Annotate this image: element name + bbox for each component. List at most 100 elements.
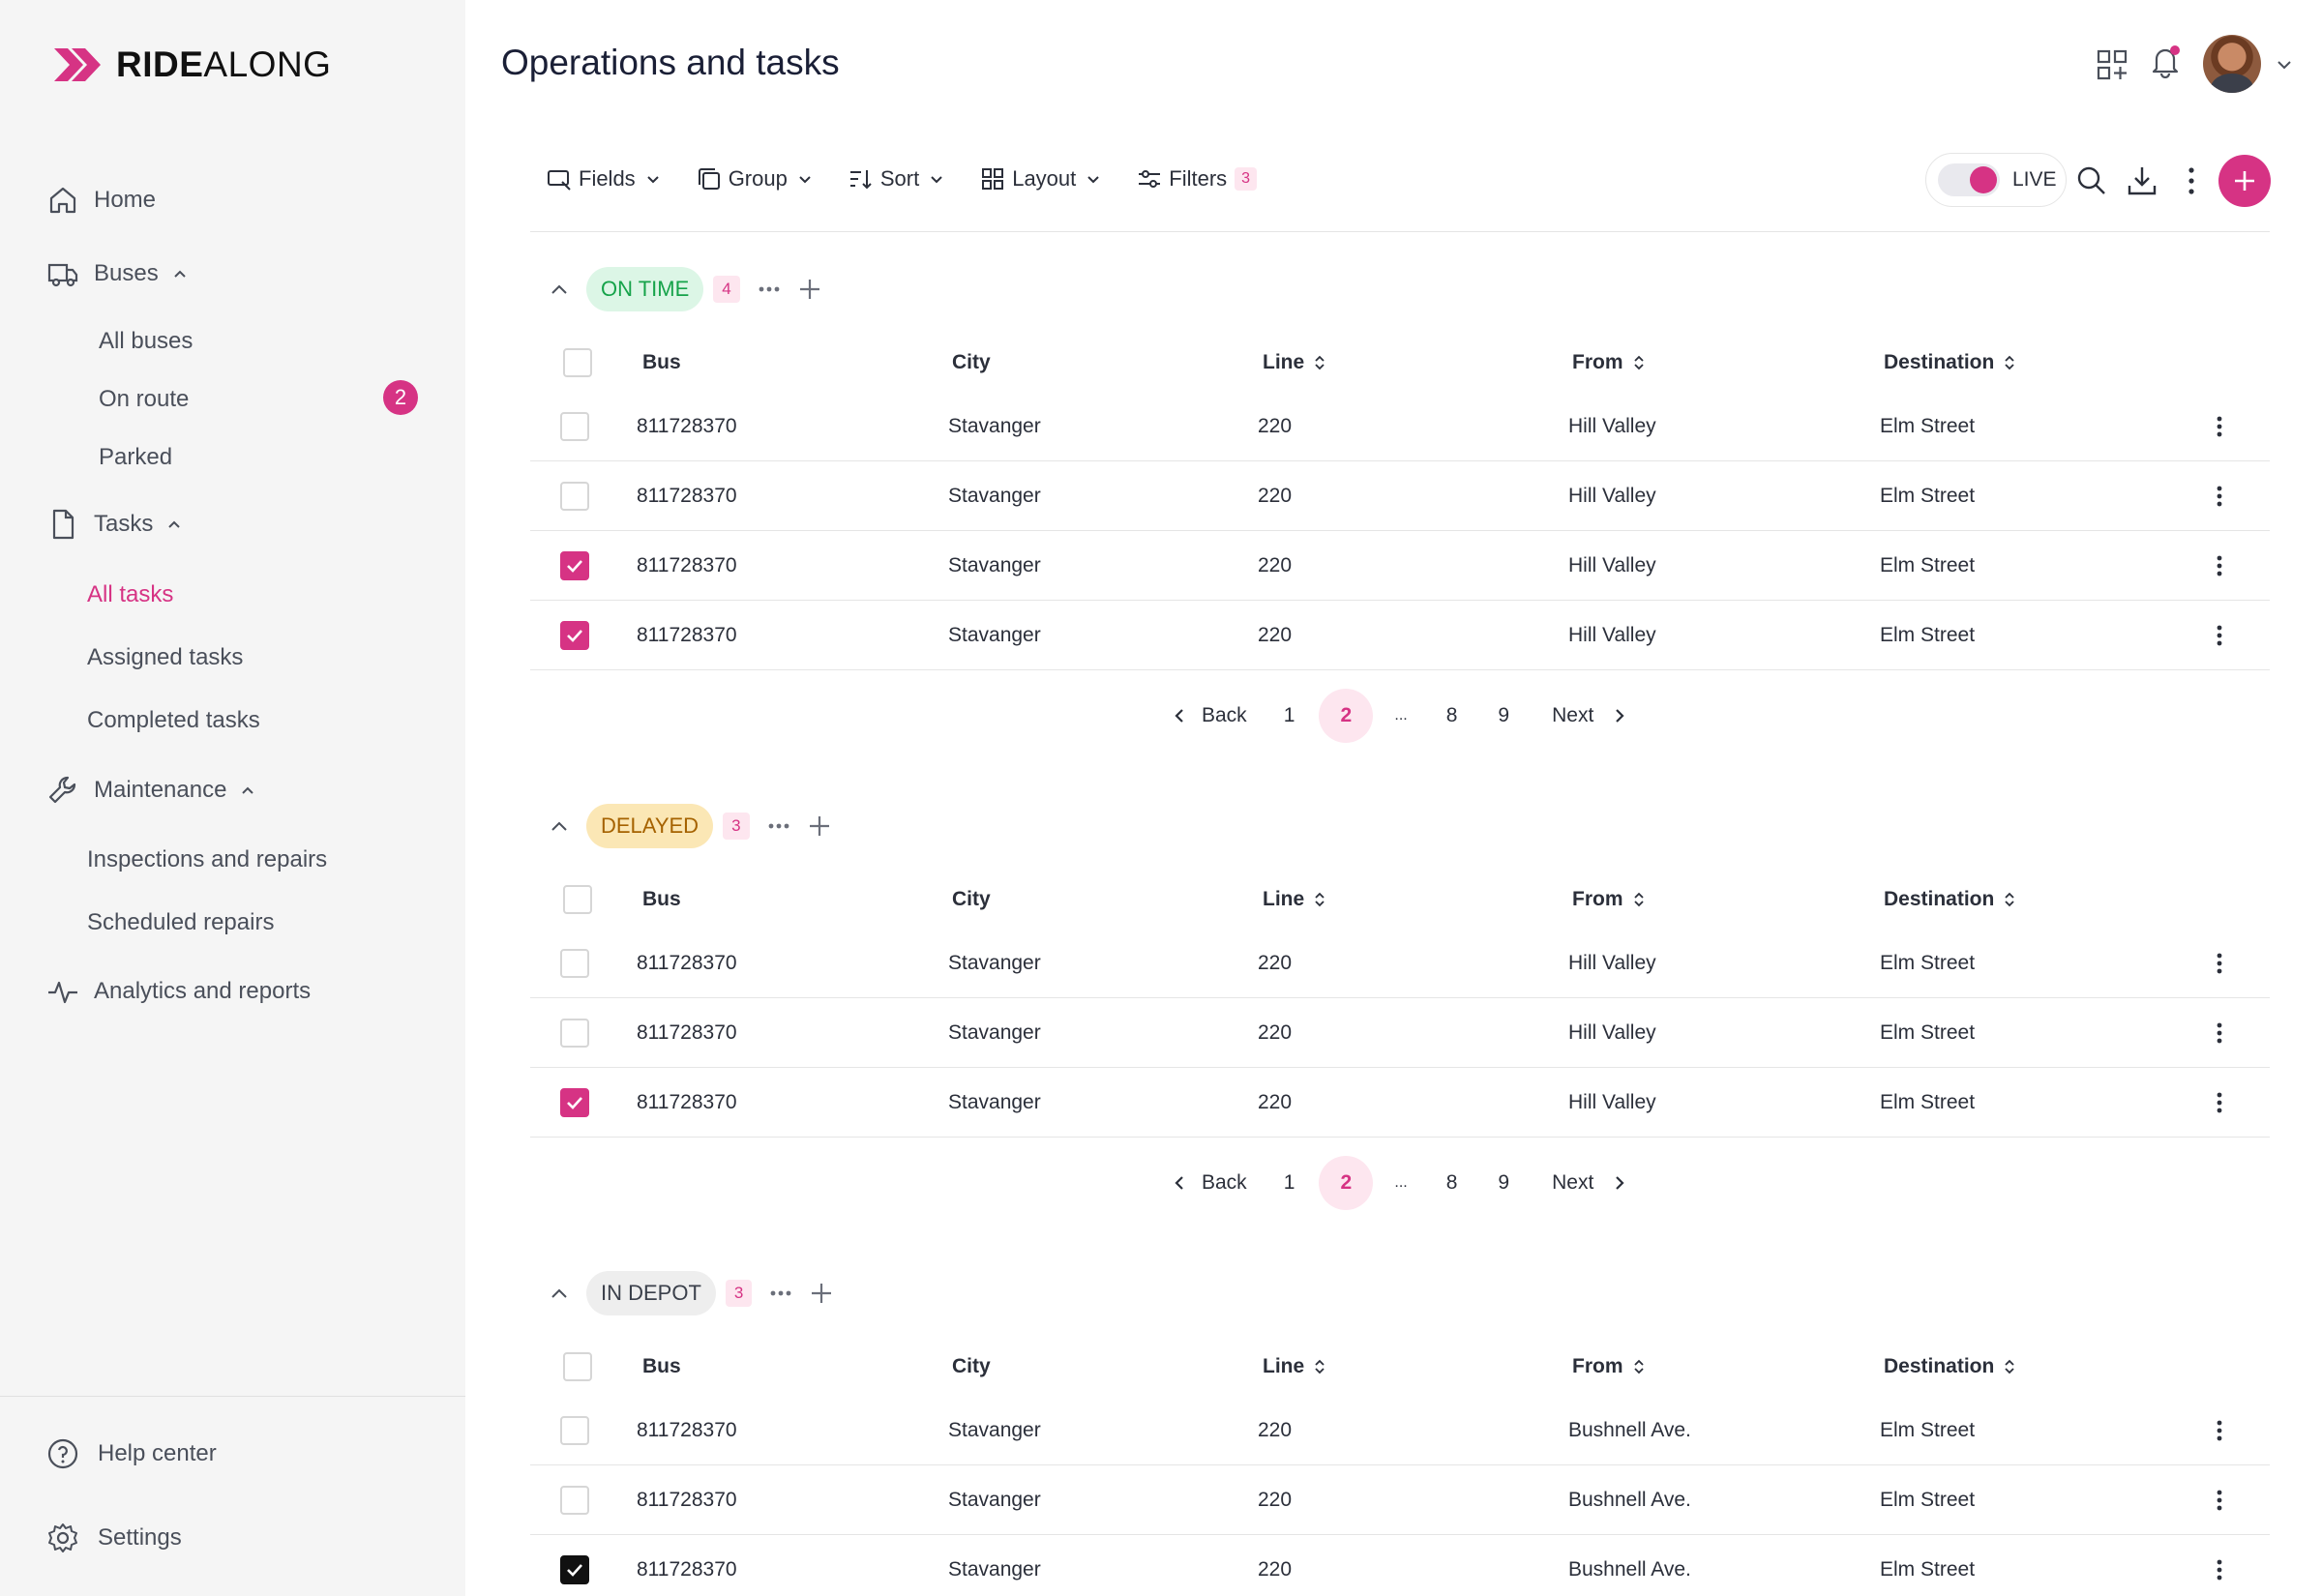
chevron-up-icon[interactable] bbox=[548, 278, 571, 301]
chevron-up-icon[interactable] bbox=[548, 814, 571, 838]
add-button[interactable] bbox=[2218, 155, 2271, 207]
status-badge[interactable]: IN DEPOT bbox=[586, 1271, 716, 1315]
row-checkbox[interactable] bbox=[560, 1088, 589, 1117]
nav-parked[interactable]: Parked bbox=[99, 444, 173, 470]
row-menu-button[interactable] bbox=[2206, 1556, 2233, 1583]
nav-home[interactable]: Home bbox=[46, 184, 156, 217]
row-menu-button[interactable] bbox=[2206, 552, 2233, 579]
layout-button[interactable]: Layout bbox=[979, 165, 1101, 192]
more-horizontal-icon[interactable] bbox=[765, 813, 792, 840]
row-checkbox[interactable] bbox=[560, 412, 589, 441]
table-row[interactable]: 811728370 Stavanger 220 Hill Valley Elm Stre… bbox=[530, 929, 2270, 998]
select-all-checkbox[interactable] bbox=[563, 885, 592, 914]
row-checkbox[interactable] bbox=[560, 551, 589, 580]
table-row[interactable]: 811728370 Stavanger 220 Bushnell Ave. Elm St… bbox=[530, 1396, 2270, 1465]
status-badge[interactable]: ON TIME bbox=[586, 267, 704, 311]
fields-button[interactable]: Fields bbox=[546, 165, 661, 192]
row-menu-button[interactable] bbox=[2206, 1417, 2233, 1444]
chevron-down-icon[interactable] bbox=[2276, 56, 2293, 74]
table-row[interactable]: 811728370 Stavanger 220 Hill Valley Elm Stre… bbox=[530, 531, 2270, 601]
row-menu-button[interactable] bbox=[2206, 413, 2233, 440]
row-checkbox[interactable] bbox=[560, 1019, 589, 1048]
brand-logo[interactable]: RIDEALONG bbox=[52, 44, 331, 85]
nav-tasks[interactable]: Tasks bbox=[46, 508, 182, 541]
column-header-from[interactable]: From bbox=[1572, 334, 1647, 392]
nav-help-center[interactable]: Help center bbox=[46, 1437, 217, 1470]
nav-analytics[interactable]: Analytics and reports bbox=[46, 975, 311, 1008]
chevron-down-icon bbox=[931, 176, 942, 184]
table-row[interactable]: 811728370 Stavanger 220 Hill Valley Elm Stre… bbox=[530, 392, 2270, 461]
download-icon[interactable] bbox=[2125, 163, 2159, 198]
nav-maintenance[interactable]: Maintenance bbox=[46, 774, 255, 807]
pager-page[interactable]: 1 bbox=[1283, 1171, 1295, 1194]
pager-next-button[interactable]: Next bbox=[1552, 1171, 1628, 1195]
column-header-from[interactable]: From bbox=[1572, 1338, 1647, 1396]
column-header-from[interactable]: From bbox=[1572, 871, 1647, 929]
column-header-destination[interactable]: Destination bbox=[1884, 1338, 2017, 1396]
pager-page[interactable]: 8 bbox=[1445, 1171, 1458, 1194]
row-menu-button[interactable] bbox=[2206, 1020, 2233, 1047]
table-row[interactable]: 811728370 Stavanger 220 Hill Valley Elm Stre… bbox=[530, 461, 2270, 531]
nav-inspections[interactable]: Inspections and repairs bbox=[87, 846, 328, 872]
column-header-line[interactable]: Line bbox=[1263, 871, 1327, 929]
pager-page[interactable]: 9 bbox=[1498, 1171, 1510, 1194]
nav-on-route[interactable]: On route bbox=[99, 386, 190, 412]
sort-button[interactable]: Sort bbox=[848, 165, 944, 192]
live-switch[interactable] bbox=[1938, 163, 2000, 196]
row-checkbox[interactable] bbox=[560, 1416, 589, 1445]
pager-back-button[interactable]: Back bbox=[1171, 704, 1247, 727]
row-menu-button[interactable] bbox=[2206, 622, 2233, 649]
more-horizontal-icon[interactable] bbox=[756, 276, 783, 303]
row-checkbox[interactable] bbox=[560, 482, 589, 511]
nav-settings[interactable]: Settings bbox=[46, 1522, 182, 1554]
group-button[interactable]: Group bbox=[696, 165, 813, 192]
nav-all-tasks[interactable]: All tasks bbox=[87, 581, 174, 607]
table-row[interactable]: 811728370 Stavanger 220 Hill Valley Elm Stre… bbox=[530, 601, 2270, 670]
row-checkbox[interactable] bbox=[560, 1555, 589, 1584]
select-all-checkbox[interactable] bbox=[563, 1352, 592, 1381]
apps-add-icon[interactable] bbox=[2095, 47, 2129, 82]
pager-current-page[interactable]: 2 bbox=[1319, 1156, 1374, 1210]
table-row[interactable]: 811728370 Stavanger 220 Bushnell Ave. Elm St… bbox=[530, 1535, 2270, 1596]
row-checkbox[interactable] bbox=[560, 621, 589, 650]
row-checkbox[interactable] bbox=[560, 949, 589, 978]
row-menu-button[interactable] bbox=[2206, 1089, 2233, 1116]
truck-icon bbox=[47, 263, 78, 287]
filters-button[interactable]: Filters 3 bbox=[1136, 165, 1258, 192]
row-menu-button[interactable] bbox=[2206, 1487, 2233, 1514]
plus-icon[interactable] bbox=[808, 1280, 835, 1307]
more-vertical-icon[interactable] bbox=[2174, 163, 2209, 198]
pager-page[interactable]: 8 bbox=[1445, 704, 1458, 726]
table-row[interactable]: 811728370 Stavanger 220 Bushnell Ave. Elm St… bbox=[530, 1465, 2270, 1535]
pager-current-page[interactable]: 2 bbox=[1319, 689, 1374, 743]
pager-page[interactable]: 9 bbox=[1498, 704, 1510, 726]
status-badge[interactable]: DELAYED bbox=[586, 804, 714, 848]
nav-scheduled-repairs[interactable]: Scheduled repairs bbox=[87, 909, 275, 935]
column-header-destination[interactable]: Destination bbox=[1884, 334, 2017, 392]
cell-line: 220 bbox=[1258, 1419, 1293, 1441]
search-icon[interactable] bbox=[2074, 163, 2109, 198]
row-checkbox[interactable] bbox=[560, 1486, 589, 1515]
live-toggle[interactable]: LIVE bbox=[1925, 153, 2067, 207]
more-horizontal-icon[interactable] bbox=[767, 1280, 794, 1307]
pager-next-button[interactable]: Next bbox=[1552, 704, 1628, 727]
column-header-line[interactable]: Line bbox=[1263, 1338, 1327, 1396]
row-menu-button[interactable] bbox=[2206, 483, 2233, 510]
nav-buses[interactable]: Buses bbox=[46, 257, 188, 290]
bell-icon[interactable] bbox=[2148, 44, 2183, 78]
pager-back-button[interactable]: Back bbox=[1171, 1171, 1247, 1195]
plus-icon[interactable] bbox=[806, 813, 833, 840]
plus-icon[interactable] bbox=[796, 276, 823, 303]
table-row[interactable]: 811728370 Stavanger 220 Hill Valley Elm Stre… bbox=[530, 1068, 2270, 1138]
nav-assigned-tasks[interactable]: Assigned tasks bbox=[87, 644, 244, 670]
column-header-line[interactable]: Line bbox=[1263, 334, 1327, 392]
row-menu-button[interactable] bbox=[2206, 950, 2233, 977]
nav-all-buses[interactable]: All buses bbox=[99, 328, 194, 354]
table-row[interactable]: 811728370 Stavanger 220 Hill Valley Elm Stre… bbox=[530, 998, 2270, 1068]
nav-completed-tasks[interactable]: Completed tasks bbox=[87, 707, 260, 733]
select-all-checkbox[interactable] bbox=[563, 348, 592, 377]
pager-page[interactable]: 1 bbox=[1283, 704, 1295, 726]
column-header-destination[interactable]: Destination bbox=[1884, 871, 2017, 929]
chevron-up-icon[interactable] bbox=[548, 1282, 571, 1305]
user-avatar[interactable] bbox=[2203, 35, 2261, 93]
